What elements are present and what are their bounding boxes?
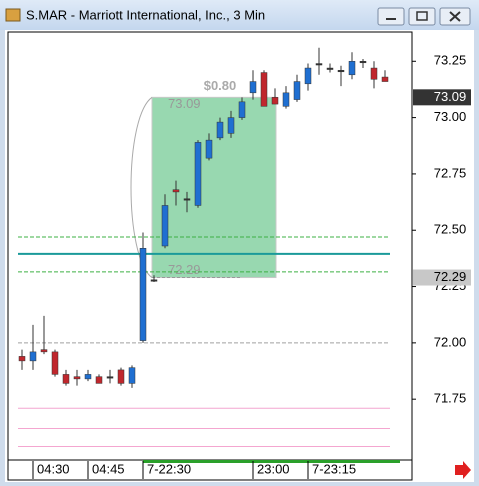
candle-body bbox=[293, 81, 301, 100]
candle-body bbox=[249, 81, 257, 94]
app-icon bbox=[5, 8, 21, 22]
x-tick-label: 04:45 bbox=[92, 461, 125, 476]
x-tick-label: 23:00 bbox=[257, 461, 290, 476]
candle-body bbox=[315, 63, 323, 66]
y-tick-label: 72.00 bbox=[434, 334, 467, 349]
candle-body bbox=[326, 67, 334, 70]
measure-box bbox=[151, 96, 277, 279]
x-tick-label: 7-23:15 bbox=[312, 461, 356, 476]
measure-top-label: 73.09 bbox=[168, 96, 201, 111]
y-tick-label: 72.50 bbox=[434, 222, 467, 237]
y-tick-label: 73.25 bbox=[434, 53, 467, 68]
candle-body bbox=[161, 205, 169, 247]
x-tick-label: 7-22:30 bbox=[147, 461, 191, 476]
candle-body bbox=[73, 376, 81, 380]
candle-body bbox=[359, 61, 367, 64]
candle-body bbox=[381, 76, 389, 82]
restore-button[interactable] bbox=[408, 7, 436, 26]
candle-body bbox=[194, 142, 202, 206]
candle-body bbox=[172, 189, 180, 193]
measure-bottom-label: 72.29 bbox=[168, 262, 201, 277]
candle-body bbox=[40, 349, 48, 353]
candle-body bbox=[227, 117, 235, 134]
candle-body bbox=[282, 92, 290, 107]
y-tick-label: 73.00 bbox=[434, 109, 467, 124]
x-tick-label: 04:30 bbox=[37, 461, 70, 476]
candle-body bbox=[238, 101, 246, 118]
candle-body bbox=[29, 351, 37, 362]
candle-body bbox=[337, 70, 345, 73]
price-marker bbox=[413, 89, 471, 106]
candle-body bbox=[106, 376, 114, 379]
candle-body bbox=[304, 67, 312, 85]
candle-body bbox=[271, 97, 279, 105]
price-marker bbox=[413, 269, 471, 286]
candle-body bbox=[183, 198, 191, 201]
price-marker-label: 73.09 bbox=[434, 89, 467, 104]
candle-body bbox=[348, 61, 356, 76]
candle-body bbox=[18, 356, 26, 362]
candle-body bbox=[84, 374, 92, 380]
minimize-button[interactable] bbox=[377, 7, 405, 26]
window-title: S.MAR - Marriott International, Inc., 3 … bbox=[26, 7, 265, 22]
candle-body bbox=[216, 121, 224, 139]
candle-body bbox=[95, 376, 103, 384]
scroll-arrow[interactable] bbox=[455, 461, 471, 479]
candle-body bbox=[139, 248, 147, 341]
candle-body bbox=[205, 139, 213, 159]
y-tick-label: 72.75 bbox=[434, 165, 467, 180]
candle-body bbox=[370, 67, 378, 80]
candle-body bbox=[150, 279, 158, 282]
window-buttons[interactable] bbox=[377, 7, 471, 26]
candle-body bbox=[128, 367, 136, 384]
candle-body bbox=[117, 369, 125, 384]
y-tick-label: 71.75 bbox=[434, 391, 467, 406]
candle-body bbox=[62, 374, 70, 384]
candle-body bbox=[260, 72, 268, 107]
price-marker-label: 72.29 bbox=[434, 269, 467, 284]
measure-label: $0.80 bbox=[204, 78, 237, 93]
candle-body bbox=[51, 351, 59, 375]
